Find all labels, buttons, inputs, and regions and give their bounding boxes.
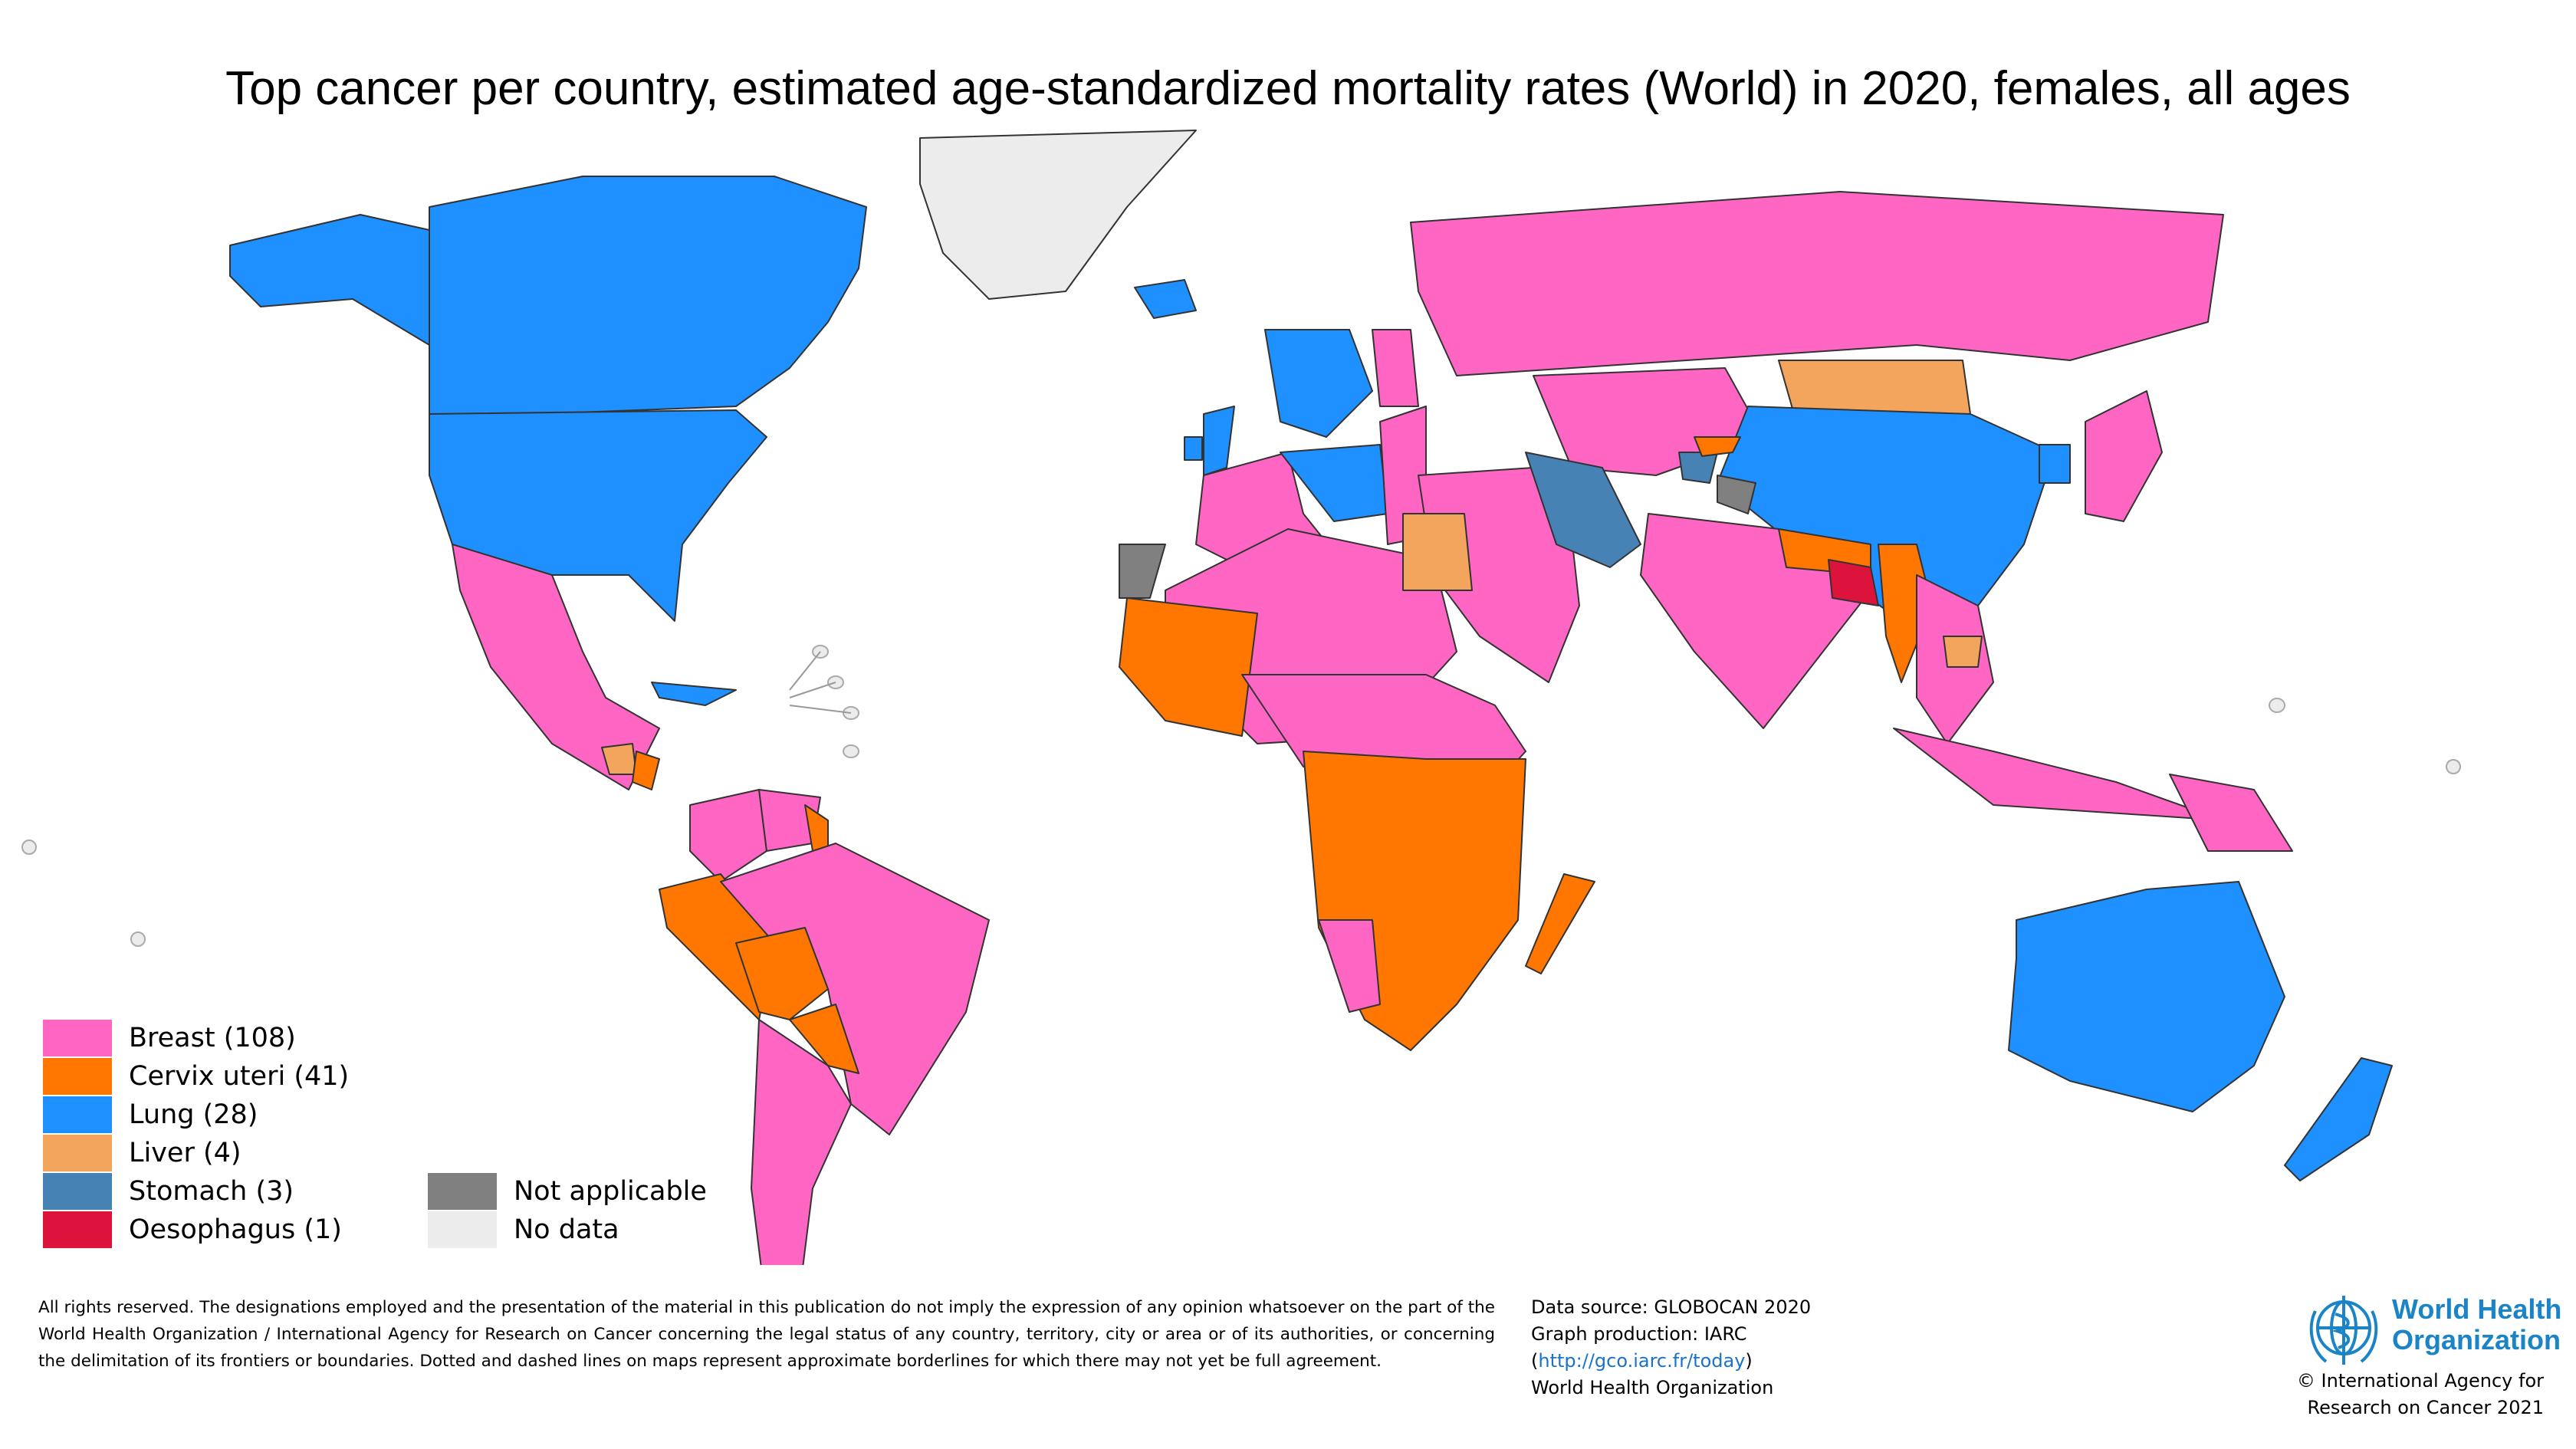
region-new-zealand bbox=[2284, 1057, 2393, 1181]
region-west-africa bbox=[1119, 597, 1258, 737]
legend-swatch-oesophagus bbox=[43, 1211, 112, 1248]
source-credits: Data source: GLOBOCAN 2020 Graph product… bbox=[1531, 1294, 1811, 1401]
region-colombia bbox=[689, 789, 767, 882]
legend-label-breast: Breast (108) bbox=[129, 1023, 296, 1053]
region-namibia bbox=[1318, 919, 1381, 1013]
region-bangladesh bbox=[1828, 559, 1879, 606]
legend-swatch-cervix-uteri bbox=[43, 1058, 112, 1095]
who-logo-text: World Health Organization bbox=[2392, 1294, 2561, 1355]
url-open-paren: ( bbox=[1531, 1350, 1539, 1372]
region-honduras bbox=[632, 751, 660, 790]
data-source-text: Data source: GLOBOCAN 2020 bbox=[1531, 1296, 1812, 1318]
legend-label-oesophagus: Oesophagus (1) bbox=[129, 1214, 342, 1245]
copyright-line1: © International Agency for bbox=[2296, 1370, 2544, 1392]
region-alaska bbox=[229, 214, 430, 346]
who-emblem-icon bbox=[2309, 1296, 2378, 1365]
map-title: Top cancer per country, estimated age-st… bbox=[225, 61, 2351, 115]
legend-label-not-applicable: Not applicable bbox=[514, 1176, 707, 1207]
region-russia bbox=[1410, 191, 2224, 376]
url-close-paren: ) bbox=[1745, 1350, 1753, 1372]
legend-label-no-data: No data bbox=[514, 1214, 619, 1245]
legend-item-oesophagus: Oesophagus (1) bbox=[43, 1211, 342, 1248]
region-iceland bbox=[1134, 279, 1197, 319]
region-argentina bbox=[751, 1019, 852, 1265]
legend-item-no-data: No data bbox=[428, 1211, 619, 1248]
region-cambodia bbox=[1943, 636, 1983, 668]
region-egypt bbox=[1402, 513, 1473, 591]
world-choropleth-map bbox=[21, 130, 2461, 1265]
who-logo-line2: Organization bbox=[2392, 1324, 2561, 1355]
legend-swatch-liver bbox=[43, 1135, 112, 1171]
region-ireland bbox=[1184, 436, 1203, 461]
region-cuba bbox=[651, 682, 737, 706]
region-east-and-southern-africa bbox=[1303, 751, 1526, 1051]
region-canada bbox=[429, 176, 867, 415]
legend-label-lung: Lung (28) bbox=[129, 1099, 258, 1130]
region-australia bbox=[2008, 881, 2285, 1112]
legend-label-stomach: Stomach (3) bbox=[129, 1176, 294, 1207]
legend-swatch-not-applicable bbox=[428, 1173, 497, 1210]
region-japan bbox=[2085, 390, 2163, 522]
legend-item-cervix-uteri: Cervix uteri (41) bbox=[43, 1058, 349, 1095]
legend-label-cervix-uteri: Cervix uteri (41) bbox=[129, 1061, 350, 1092]
region-western-sahara bbox=[1119, 544, 1166, 599]
region-kyrgyzstan bbox=[1694, 436, 1741, 457]
region-greenland bbox=[919, 130, 1197, 300]
legend-label-liver: Liver (4) bbox=[129, 1138, 242, 1168]
region-madagascar bbox=[1525, 873, 1595, 974]
copyright-text: © International Agency for Research on C… bbox=[2297, 1368, 2544, 1421]
legend-swatch-no-data bbox=[428, 1211, 497, 1248]
region-indonesia bbox=[1893, 728, 2224, 821]
disclaimer-text: All rights reserved. The designations em… bbox=[38, 1298, 1495, 1371]
region-kashmir bbox=[1717, 475, 1756, 514]
legend-item-breast: Breast (108) bbox=[43, 1020, 296, 1056]
source-url-line: (http://gco.iarc.fr/today) bbox=[1531, 1348, 1811, 1375]
graph-production-text: Graph production: IARC bbox=[1531, 1323, 1747, 1345]
organization-text: World Health Organization bbox=[1531, 1377, 1774, 1398]
region-tajikistan bbox=[1678, 452, 1718, 484]
legend-item-not-applicable: Not applicable bbox=[428, 1173, 707, 1210]
region-bolivia bbox=[735, 927, 829, 1020]
region-finland bbox=[1372, 329, 1419, 407]
region-scandinavia bbox=[1264, 329, 1373, 438]
region-united-kingdom bbox=[1203, 406, 1235, 476]
legend-item-lung: Lung (28) bbox=[43, 1096, 258, 1133]
legend-item-liver: Liver (4) bbox=[43, 1135, 242, 1171]
region-paraguay bbox=[789, 1004, 859, 1074]
region-papua-new-guinea bbox=[2169, 774, 2293, 852]
source-link[interactable]: http://gco.iarc.fr/today bbox=[1538, 1350, 1746, 1372]
region-iran bbox=[1525, 452, 1641, 568]
legend-swatch-stomach bbox=[43, 1173, 112, 1210]
legend-item-stomach: Stomach (3) bbox=[43, 1173, 294, 1210]
copyright-line2: Research on Cancer 2021 bbox=[2307, 1397, 2544, 1418]
who-logo-line1: World Health bbox=[2392, 1293, 2562, 1325]
region-korea bbox=[2039, 444, 2071, 484]
map-legend: Breast (108) Cervix uteri (41) Lung (28)… bbox=[43, 1020, 733, 1257]
legend-swatch-breast bbox=[43, 1020, 112, 1056]
legend-swatch-lung bbox=[43, 1096, 112, 1133]
